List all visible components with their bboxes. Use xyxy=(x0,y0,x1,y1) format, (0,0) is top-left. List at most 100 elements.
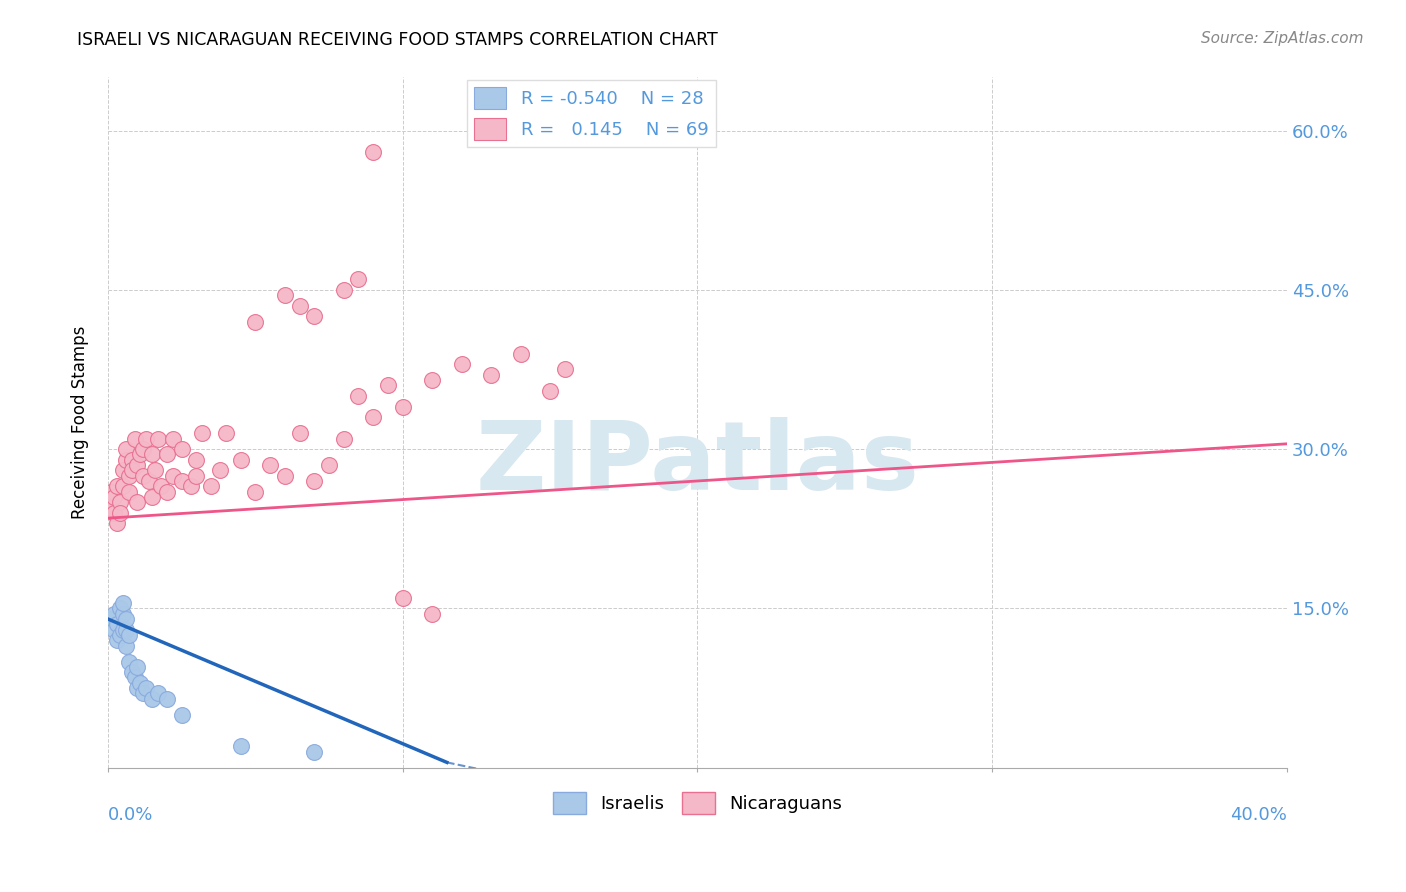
Point xyxy=(538,384,561,398)
Point xyxy=(288,299,311,313)
Point xyxy=(135,681,157,695)
Point xyxy=(103,506,125,520)
Point xyxy=(124,670,146,684)
Point xyxy=(127,458,149,472)
Point xyxy=(186,468,208,483)
Point xyxy=(332,432,354,446)
Point xyxy=(103,490,125,504)
Point xyxy=(208,463,231,477)
Point xyxy=(141,691,163,706)
Point xyxy=(143,463,166,477)
Point xyxy=(111,596,134,610)
Point xyxy=(121,463,143,477)
Text: 0.0%: 0.0% xyxy=(108,805,153,823)
Point xyxy=(129,447,152,461)
Point xyxy=(111,463,134,477)
Point xyxy=(156,484,179,499)
Point xyxy=(245,315,267,329)
Point xyxy=(162,468,184,483)
Point xyxy=(361,145,384,159)
Point xyxy=(450,357,472,371)
Point xyxy=(121,665,143,680)
Point xyxy=(108,628,131,642)
Point xyxy=(100,500,122,515)
Point xyxy=(170,442,193,456)
Point xyxy=(170,474,193,488)
Point xyxy=(304,474,326,488)
Point xyxy=(111,607,134,621)
Legend: Israelis, Nicaraguans: Israelis, Nicaraguans xyxy=(546,784,849,821)
Text: ISRAELI VS NICARAGUAN RECEIVING FOOD STAMPS CORRELATION CHART: ISRAELI VS NICARAGUAN RECEIVING FOOD STA… xyxy=(77,31,718,49)
Point xyxy=(141,447,163,461)
Point xyxy=(229,452,252,467)
Point xyxy=(105,516,128,531)
Point xyxy=(117,484,139,499)
Point xyxy=(156,691,179,706)
Point xyxy=(105,479,128,493)
Point xyxy=(100,484,122,499)
Point xyxy=(114,612,136,626)
Point xyxy=(361,410,384,425)
Point xyxy=(420,373,443,387)
Point xyxy=(111,479,134,493)
Point xyxy=(191,426,214,441)
Point xyxy=(162,432,184,446)
Point xyxy=(509,346,531,360)
Point xyxy=(391,400,413,414)
Point xyxy=(132,468,155,483)
Point xyxy=(377,378,399,392)
Point xyxy=(391,591,413,605)
Point xyxy=(479,368,502,382)
Point xyxy=(103,607,125,621)
Point xyxy=(146,686,169,700)
Y-axis label: Receiving Food Stamps: Receiving Food Stamps xyxy=(72,326,89,519)
Point xyxy=(105,617,128,632)
Point xyxy=(554,362,576,376)
Point xyxy=(129,675,152,690)
Point xyxy=(150,479,173,493)
Point xyxy=(259,458,281,472)
Point xyxy=(138,474,160,488)
Point xyxy=(347,272,370,286)
Point xyxy=(420,607,443,621)
Point xyxy=(111,623,134,637)
Point xyxy=(117,468,139,483)
Point xyxy=(332,283,354,297)
Point xyxy=(114,452,136,467)
Point xyxy=(117,628,139,642)
Point xyxy=(105,633,128,648)
Point xyxy=(108,601,131,615)
Point xyxy=(318,458,340,472)
Point xyxy=(124,432,146,446)
Point xyxy=(127,495,149,509)
Point xyxy=(304,745,326,759)
Text: Source: ZipAtlas.com: Source: ZipAtlas.com xyxy=(1201,31,1364,46)
Point xyxy=(100,612,122,626)
Text: ZIPatlas: ZIPatlas xyxy=(475,417,920,510)
Point xyxy=(156,447,179,461)
Point xyxy=(229,739,252,754)
Point xyxy=(245,484,267,499)
Point xyxy=(103,623,125,637)
Point xyxy=(215,426,238,441)
Point xyxy=(114,639,136,653)
Text: 40.0%: 40.0% xyxy=(1230,805,1286,823)
Point xyxy=(146,432,169,446)
Point xyxy=(274,468,297,483)
Point xyxy=(132,686,155,700)
Point xyxy=(186,452,208,467)
Point xyxy=(347,389,370,403)
Point xyxy=(121,452,143,467)
Point xyxy=(170,707,193,722)
Point xyxy=(288,426,311,441)
Point xyxy=(114,442,136,456)
Point xyxy=(304,310,326,324)
Point xyxy=(127,660,149,674)
Point xyxy=(200,479,222,493)
Point xyxy=(274,288,297,302)
Point xyxy=(127,681,149,695)
Point xyxy=(114,623,136,637)
Point xyxy=(141,490,163,504)
Point xyxy=(132,442,155,456)
Point xyxy=(108,506,131,520)
